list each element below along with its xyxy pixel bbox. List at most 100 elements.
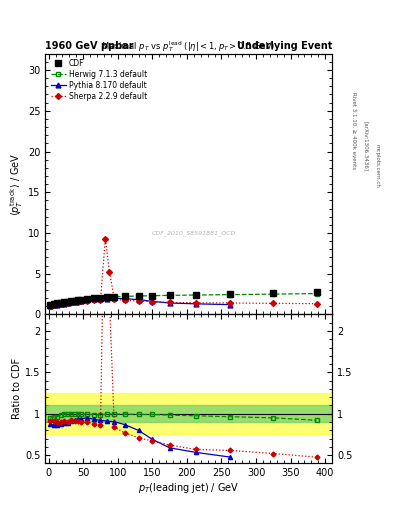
Sherpa 2.2.9 default xyxy=(69,299,73,305)
Sherpa 2.2.9 default xyxy=(122,297,127,303)
Herwig 7.1.3 default xyxy=(48,302,53,308)
Pythia 8.170 default xyxy=(55,302,60,308)
Sherpa 2.2.9 default xyxy=(55,302,60,308)
Sherpa 2.2.9 default xyxy=(76,298,81,305)
Pythia 8.170 default xyxy=(48,303,53,309)
Text: Rivet 3.1.10, ≥ 400k events: Rivet 3.1.10, ≥ 400k events xyxy=(351,92,356,169)
Bar xyxy=(45,406,332,422)
Sherpa 2.2.9 default xyxy=(271,300,275,306)
Herwig 7.1.3 default xyxy=(55,301,60,307)
Herwig 7.1.3 default xyxy=(65,298,70,305)
Pythia 8.170 default xyxy=(79,298,84,304)
Y-axis label: $\langle p_T^{\mathrm{track}} \rangle$ / GeV: $\langle p_T^{\mathrm{track}} \rangle$ /… xyxy=(8,152,25,216)
CDF xyxy=(72,298,77,304)
Bar xyxy=(45,393,332,434)
Sherpa 2.2.9 default xyxy=(103,236,108,242)
Pythia 8.170 default xyxy=(59,301,63,307)
Herwig 7.1.3 default xyxy=(51,302,56,308)
Pythia 8.170 default xyxy=(150,298,155,305)
Sherpa 2.2.9 default xyxy=(51,302,56,308)
Pythia 8.170 default xyxy=(112,295,117,302)
Line: Pythia 8.170 default: Pythia 8.170 default xyxy=(48,296,233,308)
Pythia 8.170 default xyxy=(105,295,110,302)
Line: Herwig 7.1.3 default: Herwig 7.1.3 default xyxy=(48,291,319,308)
CDF xyxy=(193,291,198,297)
Pythia 8.170 default xyxy=(76,298,81,304)
Herwig 7.1.3 default xyxy=(72,298,77,304)
CDF xyxy=(59,300,63,306)
Title: Maximal $p_T$ vs $p_T^{\mathrm{lead}}$ ($|\eta| < 1, p_T > 0.5$ GeV): Maximal $p_T$ vs $p_T^{\mathrm{lead}}$ (… xyxy=(101,39,276,54)
Herwig 7.1.3 default xyxy=(271,291,275,297)
Herwig 7.1.3 default xyxy=(105,294,110,300)
Pythia 8.170 default xyxy=(84,297,89,303)
CDF xyxy=(91,295,96,302)
Sherpa 2.2.9 default xyxy=(79,298,84,304)
Pythia 8.170 default xyxy=(69,300,73,306)
Sherpa 2.2.9 default xyxy=(193,300,198,306)
Herwig 7.1.3 default xyxy=(150,293,155,299)
Sherpa 2.2.9 default xyxy=(150,298,155,305)
Sherpa 2.2.9 default xyxy=(59,301,63,307)
Herwig 7.1.3 default xyxy=(167,292,172,298)
Sherpa 2.2.9 default xyxy=(65,300,70,306)
Sherpa 2.2.9 default xyxy=(91,297,96,304)
Text: CDF_2010_S8591881_QCD: CDF_2010_S8591881_QCD xyxy=(152,231,237,237)
Pythia 8.170 default xyxy=(98,296,103,302)
Y-axis label: Ratio to CDF: Ratio to CDF xyxy=(12,358,22,419)
Sherpa 2.2.9 default xyxy=(136,298,141,304)
Herwig 7.1.3 default xyxy=(112,294,117,300)
Herwig 7.1.3 default xyxy=(76,297,81,304)
CDF xyxy=(122,293,127,300)
CDF xyxy=(228,291,233,297)
Pythia 8.170 default xyxy=(228,302,233,308)
CDF xyxy=(62,299,66,305)
Sherpa 2.2.9 default xyxy=(112,296,117,303)
Sherpa 2.2.9 default xyxy=(48,303,53,309)
CDF xyxy=(271,290,275,296)
Herwig 7.1.3 default xyxy=(314,290,319,296)
Herwig 7.1.3 default xyxy=(228,291,233,297)
CDF xyxy=(84,296,89,303)
CDF xyxy=(76,297,81,304)
Sherpa 2.2.9 default xyxy=(107,269,112,275)
Line: CDF: CDF xyxy=(48,289,319,308)
Legend: CDF, Herwig 7.1.3 default, Pythia 8.170 default, Sherpa 2.2.9 default: CDF, Herwig 7.1.3 default, Pythia 8.170 … xyxy=(49,57,149,102)
Pythia 8.170 default xyxy=(122,295,127,302)
CDF xyxy=(48,302,53,308)
Herwig 7.1.3 default xyxy=(59,300,63,306)
CDF xyxy=(136,293,141,299)
CDF xyxy=(79,297,84,303)
Text: 1960 GeV ppbar: 1960 GeV ppbar xyxy=(45,41,134,51)
Herwig 7.1.3 default xyxy=(69,298,73,304)
Pythia 8.170 default xyxy=(193,301,198,307)
Herwig 7.1.3 default xyxy=(91,295,96,302)
CDF xyxy=(51,301,56,307)
Herwig 7.1.3 default xyxy=(62,299,66,305)
Herwig 7.1.3 default xyxy=(79,297,84,303)
Herwig 7.1.3 default xyxy=(98,295,103,301)
CDF xyxy=(69,298,73,304)
Pythia 8.170 default xyxy=(136,296,141,303)
Text: mcplots.cern.ch: mcplots.cern.ch xyxy=(375,144,380,188)
Sherpa 2.2.9 default xyxy=(228,300,233,306)
Herwig 7.1.3 default xyxy=(84,296,89,303)
Text: [arXiv:1306.3436]: [arXiv:1306.3436] xyxy=(363,121,368,171)
CDF xyxy=(112,293,117,300)
Pythia 8.170 default xyxy=(72,298,77,305)
Pythia 8.170 default xyxy=(65,300,70,306)
Pythia 8.170 default xyxy=(62,301,66,307)
CDF xyxy=(98,294,103,301)
Sherpa 2.2.9 default xyxy=(98,297,103,303)
Line: Sherpa 2.2.9 default: Sherpa 2.2.9 default xyxy=(48,237,319,308)
CDF xyxy=(65,298,70,305)
Herwig 7.1.3 default xyxy=(122,293,127,300)
X-axis label: $p_T$(leading jet) / GeV: $p_T$(leading jet) / GeV xyxy=(138,481,239,495)
Pythia 8.170 default xyxy=(91,296,96,303)
Sherpa 2.2.9 default xyxy=(314,301,319,307)
CDF xyxy=(150,292,155,298)
Sherpa 2.2.9 default xyxy=(84,298,89,304)
Pythia 8.170 default xyxy=(167,300,172,306)
Pythia 8.170 default xyxy=(51,303,56,309)
Sherpa 2.2.9 default xyxy=(167,300,172,306)
Sherpa 2.2.9 default xyxy=(62,300,66,306)
